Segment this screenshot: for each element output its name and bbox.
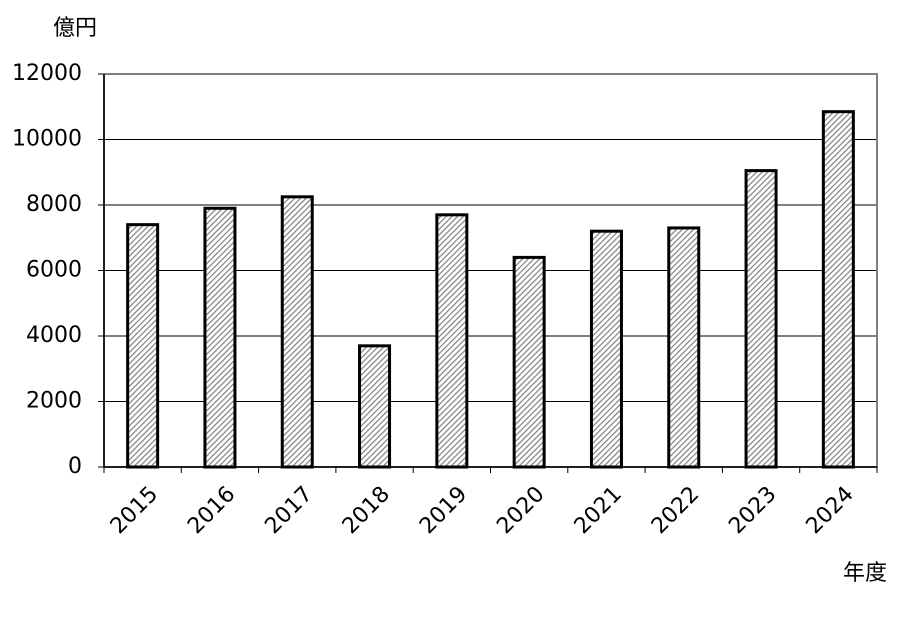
x-tick-label: 2020 [492,482,549,539]
bar [512,255,546,469]
x-tick-label: 2022 [647,482,704,539]
y-tick-label: 2000 [26,389,82,414]
y-tick-label: 4000 [26,323,82,348]
x-tick-label: 2016 [183,482,240,539]
bar [744,169,778,469]
x-axis-label: 年度 [843,561,887,586]
x-tick-label: 2017 [260,482,317,539]
bar [280,195,314,469]
bar [821,110,855,469]
bar [126,223,160,469]
x-tick-label: 2019 [415,482,472,539]
x-tick-label: 2023 [724,482,781,539]
y-axis-label: 億円 [53,16,97,41]
bar [667,226,701,469]
bar [203,206,237,469]
y-tick-label: 12000 [12,61,82,86]
bar [435,213,469,469]
bar [358,344,392,469]
y-tick-label: 10000 [12,127,82,152]
bar [589,229,623,469]
y-tick-label: 0 [68,454,82,479]
y-tick-label: 8000 [26,192,82,217]
y-tick-label: 6000 [26,258,82,283]
x-tick-label: 2018 [338,482,395,539]
x-tick-label: 2021 [570,482,627,539]
x-tick-label: 2015 [106,482,163,539]
x-tick-label: 2024 [802,482,859,539]
